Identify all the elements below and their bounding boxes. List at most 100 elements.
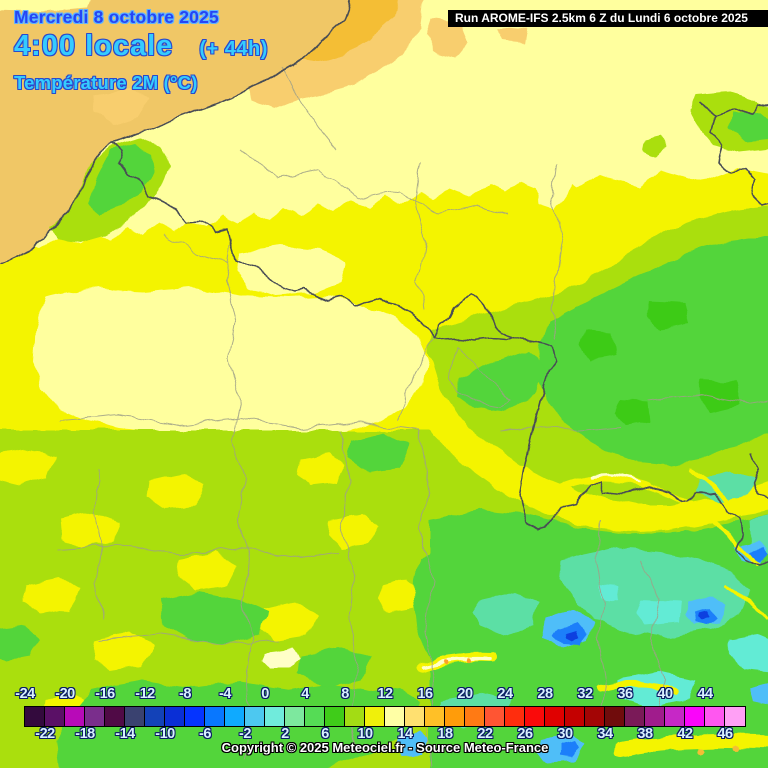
colorbar-cell [145, 707, 165, 726]
france-belgium-germany-border [112, 142, 768, 567]
colorbar-cell [345, 707, 365, 726]
mild-patch [148, 473, 205, 508]
cold-pocket [472, 592, 540, 635]
colorbar-cell [385, 707, 405, 726]
date-label: Mercredi 8 octobre 2025 [14, 7, 219, 27]
parameter-label: Température 2M (°C) [14, 71, 198, 93]
pale-patch [700, 35, 760, 62]
cool-finger [458, 350, 545, 412]
colorbar-tick-label: 6 [321, 726, 329, 742]
colorbar-cell [545, 707, 565, 726]
colorbar-cell [225, 707, 245, 726]
colorbar-cell [325, 707, 345, 726]
sea-area [0, 0, 350, 263]
colorbar-cell [485, 707, 505, 726]
cold-speck [697, 380, 740, 412]
colorbar-tick-label: 18 [437, 726, 453, 742]
tan-patch [425, 18, 468, 58]
colorbar-tick-label: 26 [517, 726, 533, 742]
luxembourg-south-border [432, 337, 514, 342]
colorbar-tick-label: 36 [617, 686, 633, 702]
colorbar-tick-label: 30 [557, 726, 573, 742]
colorbar-tick-label: -24 [15, 686, 35, 702]
colorbar-tick-label: -8 [179, 686, 191, 702]
colorbar-cell [565, 707, 585, 726]
mild-patch [328, 514, 378, 548]
map-header: Mercredi 8 octobre 2025 4:00 locale (+ 44… [14, 7, 268, 93]
colorbar-tick-label: 42 [677, 726, 693, 742]
colorbar-tick-label: -2 [239, 726, 251, 742]
cool-blob [348, 432, 410, 472]
pale-patch [235, 246, 345, 296]
warm-ridge-spot [262, 648, 300, 668]
colorbar-cell [425, 707, 445, 726]
mild-patch [298, 455, 345, 485]
coastline [0, 0, 351, 264]
colorbar-cell [45, 707, 65, 726]
frost-deep [565, 630, 579, 641]
mild-patch [22, 578, 80, 615]
colorbar-cell [685, 707, 705, 726]
cold-core [600, 585, 620, 600]
colorbar-tick-label: -20 [55, 686, 75, 702]
forecast-offset-label: (+ 44h) [199, 37, 268, 60]
colorbar-cell [725, 707, 745, 726]
mild-patch [378, 578, 425, 612]
cold-speck [648, 300, 690, 330]
colorbar-cell [165, 707, 185, 726]
colorbar-cell [705, 707, 725, 726]
valid-time-row: 4:00 locale (+ 44h) [14, 29, 268, 62]
mild-patch [92, 632, 155, 670]
colorbar-cell [25, 707, 45, 726]
run-info-banner: Run AROME-IFS 2.5km 6 Z du Lundi 6 octob… [448, 10, 768, 27]
cold-speck [615, 400, 650, 426]
colorbar-cell [245, 707, 265, 726]
colorbar-tick-label: 28 [537, 686, 553, 702]
mild-patch [60, 512, 120, 548]
valid-time-label: 4:00 locale [14, 29, 174, 62]
colorbar-tick-label: 10 [357, 726, 373, 742]
colorbar-cell [625, 707, 645, 726]
colorbar-tick-label: -16 [95, 686, 115, 702]
colorbar-cell [125, 707, 145, 726]
colorbar-tick-label: 32 [577, 686, 593, 702]
department-borders [59, 65, 768, 768]
mild-patch [0, 448, 55, 485]
mild-patch [258, 602, 318, 640]
colorbar-tick-label: -6 [199, 726, 211, 742]
mild-patch [178, 552, 238, 590]
tan-patch [497, 27, 528, 42]
colorbar-tick-label: 2 [281, 726, 289, 742]
pale-patch [588, 142, 645, 172]
cold-core [635, 600, 680, 625]
colorbar-tick-label: 8 [341, 686, 349, 702]
colorbar-tick-label: -14 [115, 726, 135, 742]
picardie-mild-area [34, 288, 428, 445]
tan-patch [92, 88, 150, 125]
temperature-colorbar [24, 706, 746, 727]
rhine-side-border [751, 451, 768, 501]
colorbar-cell [365, 707, 385, 726]
country-borders [0, 0, 768, 567]
colorbar-cell [505, 707, 525, 726]
colorbar-tick-label: -18 [75, 726, 95, 742]
colorbar-tick-label: 24 [497, 686, 513, 702]
colorbar-tick-label: 44 [697, 686, 713, 702]
colorbar-cell [405, 707, 425, 726]
frost-deep [698, 611, 710, 621]
coastal-green-core [88, 144, 155, 215]
colorbar-cell [265, 707, 285, 726]
colorbar-cell [285, 707, 305, 726]
colorbar-tick-label: -12 [135, 686, 155, 702]
warm-ridge-lines [417, 468, 768, 757]
copyright-label: Copyright © 2025 Meteociel.fr - Source M… [221, 740, 549, 755]
colorbar-cell [65, 707, 85, 726]
colorbar-tick-label: 20 [457, 686, 473, 702]
cool-blob [298, 648, 372, 688]
colorbar-cell [525, 707, 545, 726]
german-inner-border [714, 104, 768, 116]
colorbar-tick-label: 4 [301, 686, 309, 702]
